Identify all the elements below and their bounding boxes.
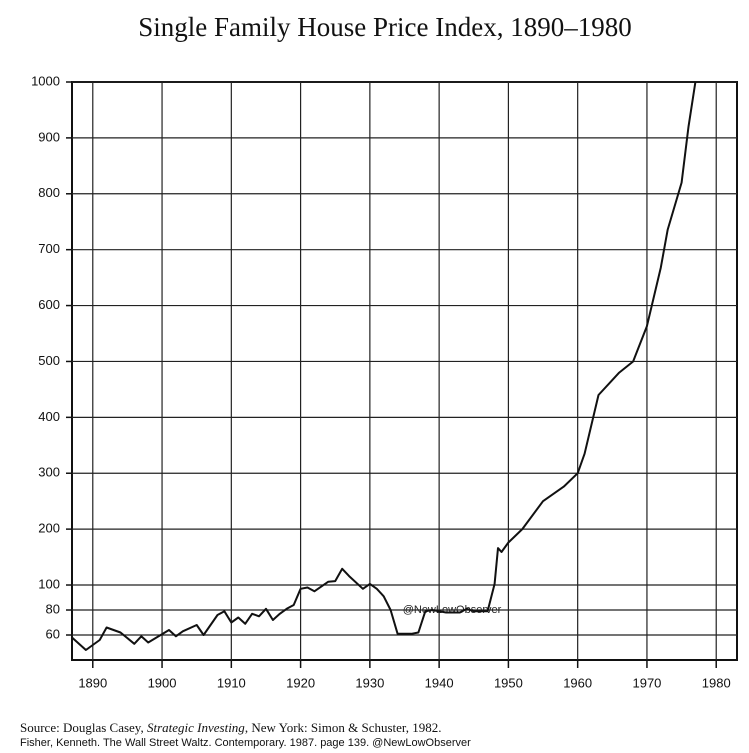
x-tick-label: 1910 [217,675,246,690]
chart: Single Family House Price Index, 1890–19… [31,12,738,690]
x-tick-label: 1960 [563,675,592,690]
y-tick-label: 300 [38,465,60,480]
source-line2: Fisher, Kenneth. The Wall Street Waltz. … [20,737,471,749]
x-tick-label: 1980 [702,675,731,690]
x-tick-label: 1950 [494,675,523,690]
plot-frame [71,81,738,661]
source: Source: Douglas Casey, Strategic Investi… [20,720,441,736]
data-line [71,81,697,651]
x-tick-label: 1890 [78,675,107,690]
x-tick-label: 1970 [632,675,661,690]
y-tick-label: 800 [38,185,60,200]
y-tick-label: 500 [38,353,60,368]
source-title: Strategic Investing [146,720,245,735]
y-tick-label: 700 [38,241,60,256]
x-tick-label: 1900 [148,675,177,690]
y-tick-label: 600 [38,297,60,312]
chart-title: Single Family House Price Index, 1890–19… [138,12,631,42]
y-tick-label: 100 [38,576,60,591]
y-tick-label: 60 [46,626,60,641]
y-tick-label: 400 [38,409,60,424]
x-tick-label: 1930 [355,675,384,690]
x-tick-label: 1920 [286,675,315,690]
y-tick-label: 900 [38,129,60,144]
source-prefix: Source: Douglas Casey, [20,720,147,735]
x-tick-label: 1940 [425,675,454,690]
y-tick-label: 1000 [31,73,60,88]
y-tick-label: 200 [38,521,60,536]
y-tick-label: 80 [46,601,60,616]
source-rest: , New York: Simon & Schuster, 1982. [244,720,442,735]
